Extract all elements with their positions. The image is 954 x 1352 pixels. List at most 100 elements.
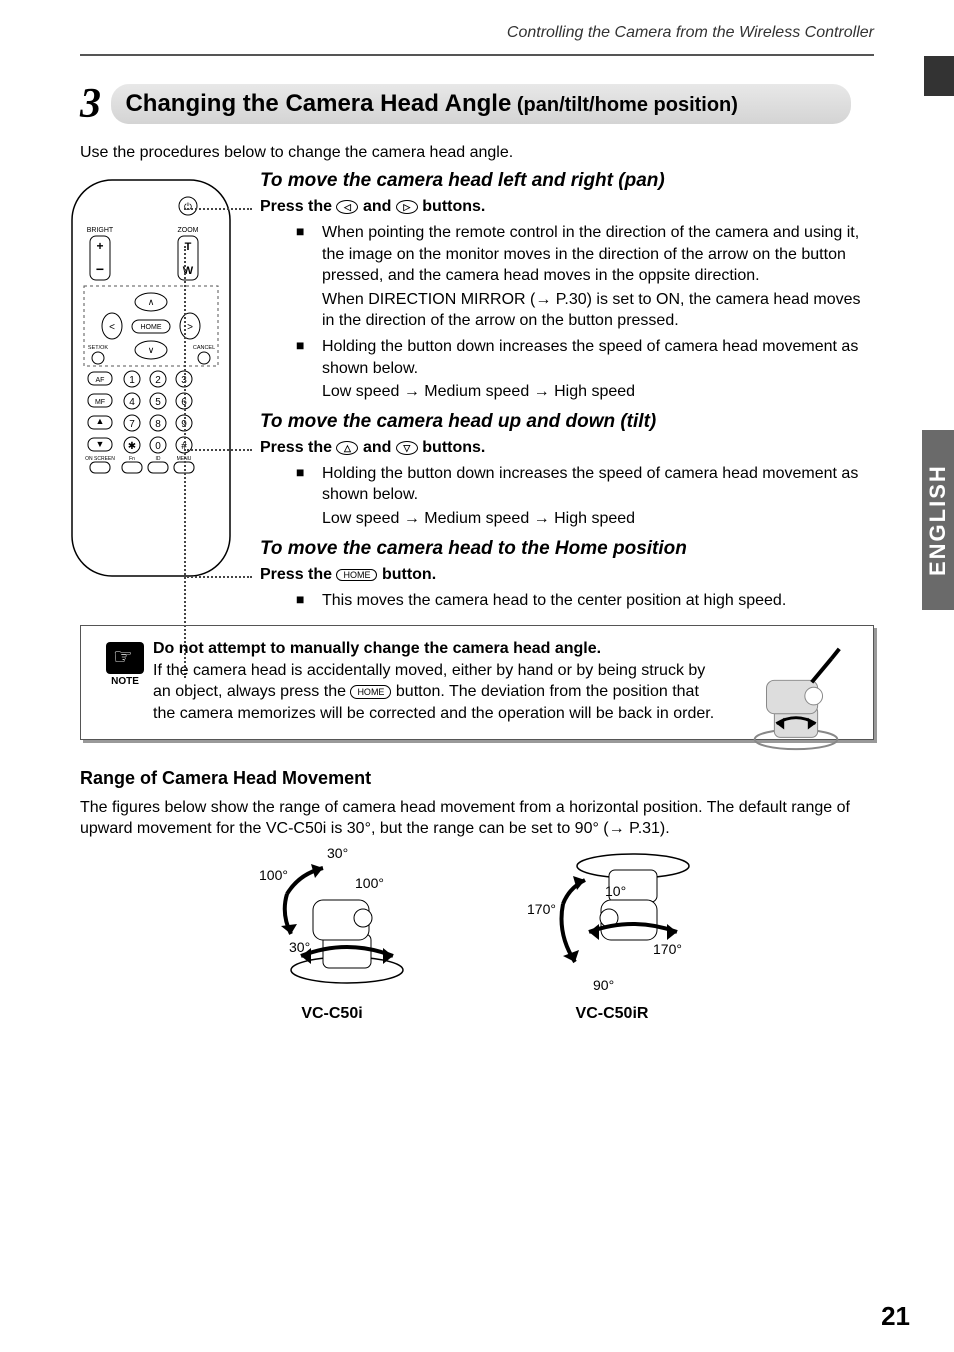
page-content: 3 Changing the Camera Head Angle (pan/ti… xyxy=(0,80,954,1023)
figure-1: 30° 100° 100° 30° VC-C50i xyxy=(227,844,437,1023)
section-title-main: Changing the Camera Head Angle xyxy=(125,90,511,117)
section-title-bar: Changing the Camera Head Angle (pan/tilt… xyxy=(111,84,851,124)
home-button-icon: HOME xyxy=(350,685,391,699)
note-icon-column: NOTE xyxy=(97,638,153,724)
svg-text:HOME: HOME xyxy=(141,324,162,331)
svg-text:100°: 100° xyxy=(355,875,384,891)
bullet-text: When pointing the remote control in the … xyxy=(322,224,859,284)
note-box: NOTE Do not attempt to manually change t… xyxy=(80,625,874,739)
tilt-heading: To move the camera head up and down (til… xyxy=(260,411,874,433)
bullet-text: Holding the button down increases the sp… xyxy=(322,338,858,377)
press-mid: and xyxy=(363,198,396,215)
language-tab: ENGLISH xyxy=(922,430,954,610)
svg-text:▲: ▲ xyxy=(96,416,105,426)
svg-text:MF: MF xyxy=(95,399,105,406)
svg-text:5: 5 xyxy=(155,397,161,408)
svg-text:7: 7 xyxy=(129,419,135,430)
svg-text:90°: 90° xyxy=(593,977,614,993)
figures-row: 30° 100° 100° 30° VC-C50i 10° 1 xyxy=(80,844,874,1023)
svg-text:>: > xyxy=(187,322,193,333)
svg-text:AF: AF xyxy=(96,377,105,384)
note-icon xyxy=(106,642,144,674)
tilt-press-line: Press the △ and ▽ buttons. xyxy=(260,439,874,457)
svg-text:0: 0 xyxy=(155,441,161,452)
svg-text:+: + xyxy=(96,239,103,253)
svg-text:8: 8 xyxy=(155,419,161,430)
bullet-text: Low speed → Medium speed → High speed xyxy=(322,508,874,530)
home-heading: To move the camera head to the Home posi… xyxy=(260,538,874,560)
instructions: To move the camera head left and right (… xyxy=(260,170,874,611)
intro-text: Use the procedures below to change the c… xyxy=(80,144,874,162)
press-prefix: Press the xyxy=(260,566,336,583)
right-button-icon: ▷ xyxy=(396,200,418,214)
svg-text:170°: 170° xyxy=(653,941,682,957)
svg-text:CANCEL: CANCEL xyxy=(193,345,215,351)
bullet-text: When DIRECTION MIRROR (→ P.30) is set to… xyxy=(322,289,874,332)
remote-illustration: ⏻ BRIGHT + − ZOOM T W ∧ ∨ < > HOME SET/O… xyxy=(62,174,240,584)
press-suffix: buttons. xyxy=(422,439,485,456)
bright-label: BRIGHT xyxy=(87,227,114,234)
fig1-caption: VC-C50i xyxy=(227,1005,437,1023)
up-button-icon: △ xyxy=(336,441,358,455)
home-bullets: This moves the camera head to the center… xyxy=(260,590,874,612)
down-button-icon: ▽ xyxy=(396,441,418,455)
svg-text:4: 4 xyxy=(129,397,135,408)
note-label: NOTE xyxy=(97,676,153,687)
svg-text:100°: 100° xyxy=(259,867,288,883)
section-heading-row: 3 Changing the Camera Head Angle (pan/ti… xyxy=(80,80,874,128)
section-title-sub: (pan/tilt/home position) xyxy=(511,94,738,116)
range-heading: Range of Camera Head Movement xyxy=(80,768,874,789)
pan-press-line: Press the ◁ and ▷ buttons. xyxy=(260,198,874,216)
figure-2: 10° 170° 170° 90° VC-C50iR xyxy=(497,844,727,1023)
leader-line xyxy=(184,449,252,451)
note-strong: Do not attempt to manually change the ca… xyxy=(153,640,601,657)
vc-c50i-diagram: 30° 100° 100° 30° xyxy=(227,844,437,994)
svg-text:ID: ID xyxy=(156,456,161,462)
section-number: 3 xyxy=(80,80,101,128)
note-camera-illustration xyxy=(737,644,855,754)
home-bullet: This moves the camera head to the center… xyxy=(296,590,874,612)
svg-text:SET/OK: SET/OK xyxy=(88,345,109,351)
zoom-label: ZOOM xyxy=(178,227,199,234)
home-press-line: Press the HOME button. xyxy=(260,566,874,584)
press-prefix: Press the xyxy=(260,198,336,215)
leader-line xyxy=(184,576,252,578)
svg-text:1: 1 xyxy=(129,375,135,386)
body-area: ⏻ BRIGHT + − ZOOM T W ∧ ∨ < > HOME SET/O… xyxy=(80,170,874,611)
bullet-text: Holding the button down increases the sp… xyxy=(322,465,858,504)
corner-decoration xyxy=(924,56,954,96)
page-number: 21 xyxy=(881,1301,910,1332)
pan-bullet: Holding the button down increases the sp… xyxy=(296,336,874,403)
bullet-text: Low speed → Medium speed → High speed xyxy=(322,381,874,403)
running-header: Controlling the Camera from the Wireless… xyxy=(0,0,954,50)
press-mid: and xyxy=(363,439,396,456)
svg-text:170°: 170° xyxy=(527,901,556,917)
press-prefix: Press the xyxy=(260,439,336,456)
range-body: The figures below show the range of came… xyxy=(80,797,874,840)
svg-text:10°: 10° xyxy=(605,883,626,899)
leader-line xyxy=(184,208,252,210)
svg-text:∨: ∨ xyxy=(148,345,155,355)
tilt-bullet: Holding the button down increases the sp… xyxy=(296,463,874,530)
svg-text:∧: ∧ xyxy=(148,297,155,307)
pan-bullet: When pointing the remote control in the … xyxy=(296,222,874,332)
svg-text:30°: 30° xyxy=(289,939,310,955)
svg-text:<: < xyxy=(109,322,115,333)
leader-line-vertical xyxy=(184,246,186,678)
tilt-bullets: Holding the button down increases the sp… xyxy=(260,463,874,530)
svg-text:30°: 30° xyxy=(327,845,348,861)
header-rule xyxy=(80,54,874,56)
svg-text:2: 2 xyxy=(155,375,161,386)
home-button-icon: HOME xyxy=(336,569,377,581)
vc-c50ir-diagram: 10° 170° 170° 90° xyxy=(497,844,727,994)
press-suffix: button. xyxy=(382,566,436,583)
press-suffix: buttons. xyxy=(422,198,485,215)
left-button-icon: ◁ xyxy=(336,200,358,214)
pan-heading: To move the camera head left and right (… xyxy=(260,170,874,192)
svg-text:−: − xyxy=(96,261,104,277)
svg-text:ON SCREEN: ON SCREEN xyxy=(85,456,115,462)
pan-bullets: When pointing the remote control in the … xyxy=(260,222,874,403)
svg-text:✱: ✱ xyxy=(128,441,136,452)
fig2-caption: VC-C50iR xyxy=(497,1005,727,1023)
svg-text:Fn: Fn xyxy=(129,456,135,462)
